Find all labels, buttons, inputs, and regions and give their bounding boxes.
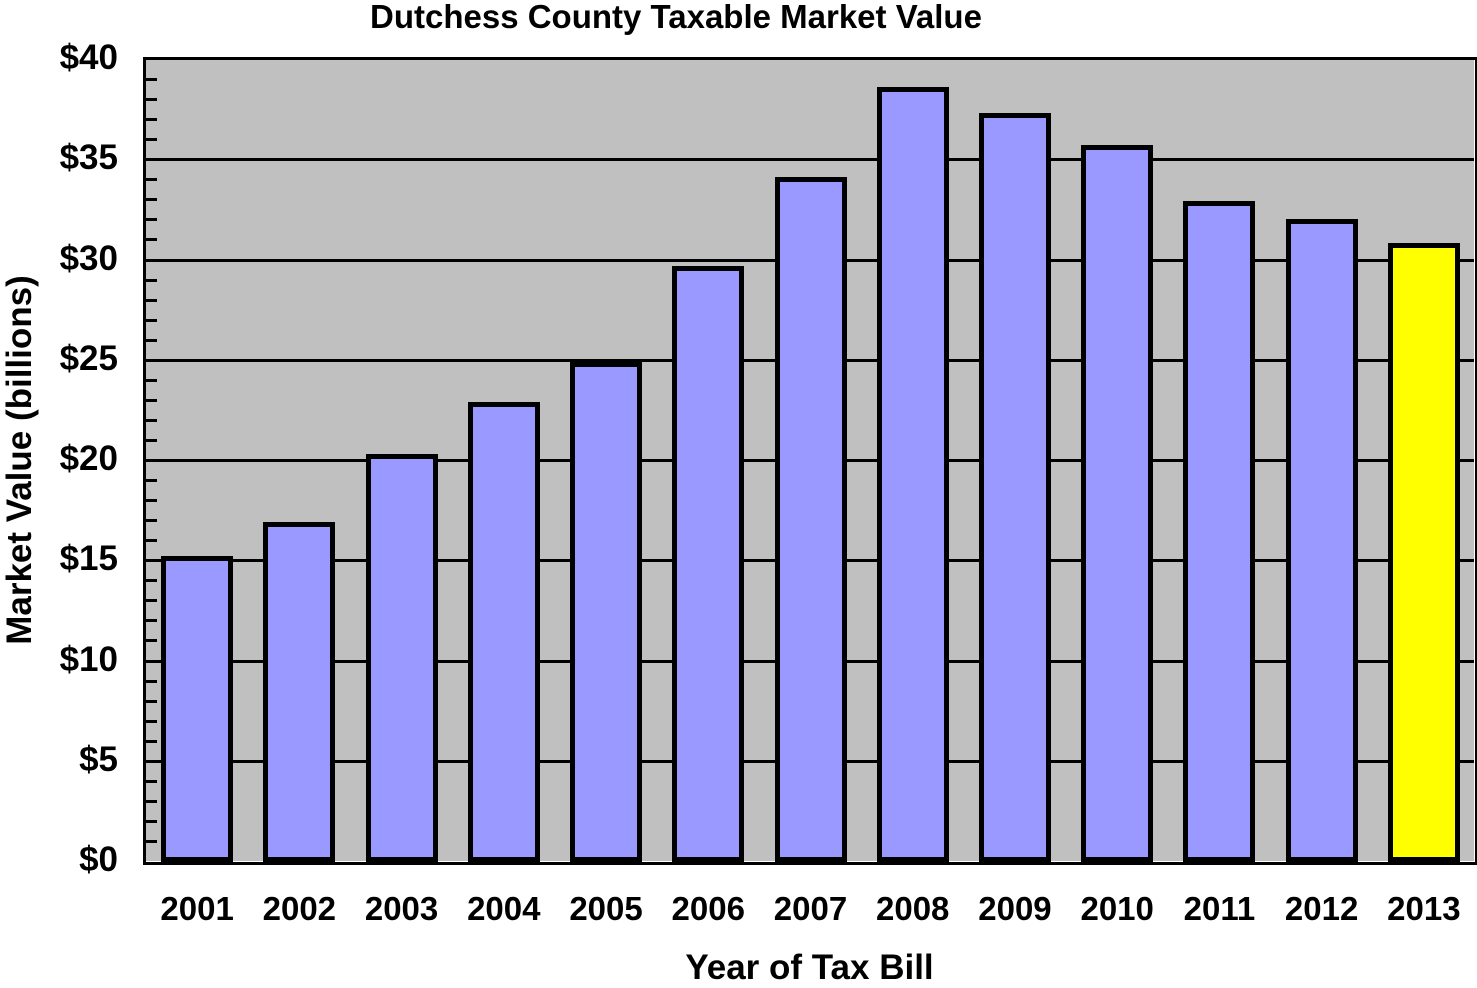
y-minor-tick xyxy=(145,819,157,823)
y-minor-tick xyxy=(145,719,157,723)
y-tick-label: $0 xyxy=(79,840,118,879)
x-tick-label: 2008 xyxy=(876,890,950,927)
y-tick-label: $40 xyxy=(59,38,118,77)
y-minor-tick xyxy=(145,178,157,182)
y-tick-label: $25 xyxy=(59,338,118,378)
y-minor-tick xyxy=(145,438,157,442)
bar-2002 xyxy=(263,522,336,862)
y-minor-tick xyxy=(145,78,157,82)
y-minor-tick xyxy=(145,318,157,322)
y-minor-tick xyxy=(145,278,157,282)
bar-2005 xyxy=(570,361,643,862)
y-minor-tick xyxy=(145,238,157,242)
y-minor-tick xyxy=(145,699,157,703)
bar-2006 xyxy=(672,265,745,862)
y-minor-tick xyxy=(145,378,157,382)
y-minor-tick xyxy=(145,479,157,483)
y-minor-tick xyxy=(145,138,157,142)
x-tick-label: 2006 xyxy=(671,890,745,927)
y-minor-tick xyxy=(145,499,157,503)
y-minor-tick xyxy=(145,579,157,583)
y-minor-tick xyxy=(145,839,157,843)
y-tick-label: $30 xyxy=(59,238,118,278)
y-tick-label: $20 xyxy=(59,439,118,478)
x-tick-label: 2002 xyxy=(262,890,337,927)
y-minor-tick xyxy=(145,338,157,342)
plot-area xyxy=(145,59,1474,862)
y-minor-tick xyxy=(145,398,157,402)
x-tick-label: 2010 xyxy=(1080,890,1154,927)
chart-title-text: Dutchess County Taxable Market Value xyxy=(370,0,982,35)
y-minor-tick xyxy=(145,418,157,422)
y-tick-label: $35 xyxy=(59,138,118,178)
x-tick-label: 2012 xyxy=(1284,890,1359,927)
bar-2003 xyxy=(365,453,438,862)
x-tick-label: 2011 xyxy=(1183,890,1256,927)
y-minor-tick xyxy=(145,218,157,222)
bar-2008 xyxy=(876,87,949,862)
gridline xyxy=(145,158,1474,162)
x-tick-label: 2003 xyxy=(364,890,439,927)
y-minor-tick xyxy=(145,539,157,543)
bar-2007 xyxy=(774,177,847,862)
y-minor-tick xyxy=(145,118,157,122)
y-minor-tick xyxy=(145,739,157,743)
y-tick-label: $15 xyxy=(59,539,118,579)
x-tick-label: 2004 xyxy=(467,890,541,927)
y-minor-tick xyxy=(145,619,157,623)
bar-2001 xyxy=(161,556,234,862)
bar-2012 xyxy=(1285,219,1358,862)
y-minor-tick xyxy=(145,298,157,302)
y-minor-tick xyxy=(145,198,157,202)
x-axis-label: Year of Tax Bill xyxy=(685,948,934,987)
y-minor-tick xyxy=(145,98,157,102)
bar-2011 xyxy=(1183,201,1256,862)
y-minor-tick xyxy=(145,599,157,603)
bar-2010 xyxy=(1081,145,1154,862)
y-tick-label: $5 xyxy=(79,739,118,779)
y-tick-label: $10 xyxy=(59,639,118,679)
y-minor-tick xyxy=(145,519,157,523)
y-minor-tick xyxy=(145,639,157,643)
x-tick-label: 2007 xyxy=(773,890,848,927)
bar-2004 xyxy=(467,401,540,862)
x-tick-label: 2009 xyxy=(978,890,1052,927)
bar-2013 xyxy=(1387,243,1460,862)
y-minor-tick xyxy=(145,679,157,683)
x-tick-label: 2005 xyxy=(569,890,643,927)
x-tick-label: 2001 xyxy=(160,890,234,927)
bar-2009 xyxy=(978,113,1051,862)
y-minor-tick xyxy=(145,799,157,803)
x-tick-label: 2013 xyxy=(1387,890,1461,927)
y-minor-tick xyxy=(145,779,157,783)
